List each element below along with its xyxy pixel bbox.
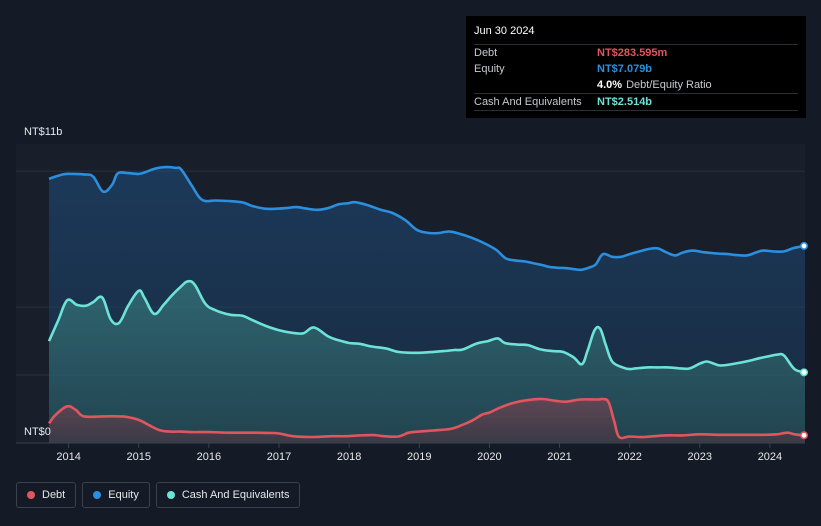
equity-dot-icon bbox=[93, 491, 102, 499]
tooltip-ratio-label: Debt/Equity Ratio bbox=[626, 79, 712, 91]
debt-endpoint bbox=[799, 431, 808, 440]
tooltip-debt-label: Debt bbox=[474, 47, 498, 59]
tooltip-equity-label: Equity bbox=[474, 63, 505, 75]
cash-line bbox=[47, 279, 806, 374]
legend-item-cash[interactable]: Cash And Equivalents bbox=[155, 482, 301, 508]
x-tick-label: 2017 bbox=[267, 451, 291, 463]
tooltip-ratio-value: 4.0% bbox=[597, 79, 623, 91]
x-tick-label: 2018 bbox=[337, 451, 361, 463]
equity-line bbox=[48, 165, 806, 272]
tooltip-cash-row: Cash And Equivalents NT$2.514b bbox=[474, 93, 798, 110]
x-tick-label: 2019 bbox=[407, 451, 431, 463]
tooltip-equity-value: NT$7.079b bbox=[597, 63, 653, 75]
legend-label-debt: Debt bbox=[42, 489, 66, 501]
legend-item-equity[interactable]: Equity bbox=[82, 482, 150, 508]
tooltip-debt-value: NT$283.595m bbox=[597, 47, 668, 59]
equity-endpoint bbox=[799, 241, 808, 250]
tooltip-date: Jun 30 2024 bbox=[474, 25, 535, 37]
cash-dot-icon bbox=[166, 491, 175, 499]
tooltip-debt-row: Debt NT$283.595m bbox=[474, 44, 798, 61]
cash-endpoint bbox=[799, 368, 808, 377]
tooltip-panel: Jun 30 2024 Debt NT$283.595m Equity NT$7… bbox=[466, 16, 806, 118]
legend-label-equity: Equity bbox=[108, 489, 139, 501]
legend-label-cash: Cash And Equivalents bbox=[181, 489, 290, 501]
legend-item-debt[interactable]: Debt bbox=[16, 482, 77, 508]
y-axis-bottom-label: NT$0 bbox=[24, 426, 51, 438]
x-tick-label: 2015 bbox=[126, 451, 150, 463]
debt-line bbox=[47, 397, 806, 440]
tooltip-cash-value: NT$2.514b bbox=[597, 96, 653, 108]
tooltip-cash-label: Cash And Equivalents bbox=[474, 96, 582, 108]
x-tick-label: 2022 bbox=[617, 451, 641, 463]
x-tick-label: 2024 bbox=[758, 451, 782, 463]
debt-dot-icon bbox=[27, 491, 35, 499]
y-axis-top-label: NT$11b bbox=[24, 126, 62, 138]
legend: Debt Equity Cash And Equivalents bbox=[16, 482, 301, 508]
x-tick-label: 2023 bbox=[688, 451, 712, 463]
tooltip-equity-row: Equity NT$7.079b bbox=[474, 61, 798, 77]
x-tick-label: 2021 bbox=[547, 451, 571, 463]
x-tick-label: 2014 bbox=[56, 451, 80, 463]
x-tick-label: 2020 bbox=[477, 451, 501, 463]
cash-area bbox=[49, 281, 805, 443]
x-tick-label: 2016 bbox=[197, 451, 221, 463]
tooltip-ratio-row: 4.0% Debt/Equity Ratio bbox=[474, 77, 798, 93]
